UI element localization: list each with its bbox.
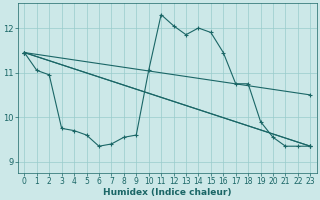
- X-axis label: Humidex (Indice chaleur): Humidex (Indice chaleur): [103, 188, 232, 197]
